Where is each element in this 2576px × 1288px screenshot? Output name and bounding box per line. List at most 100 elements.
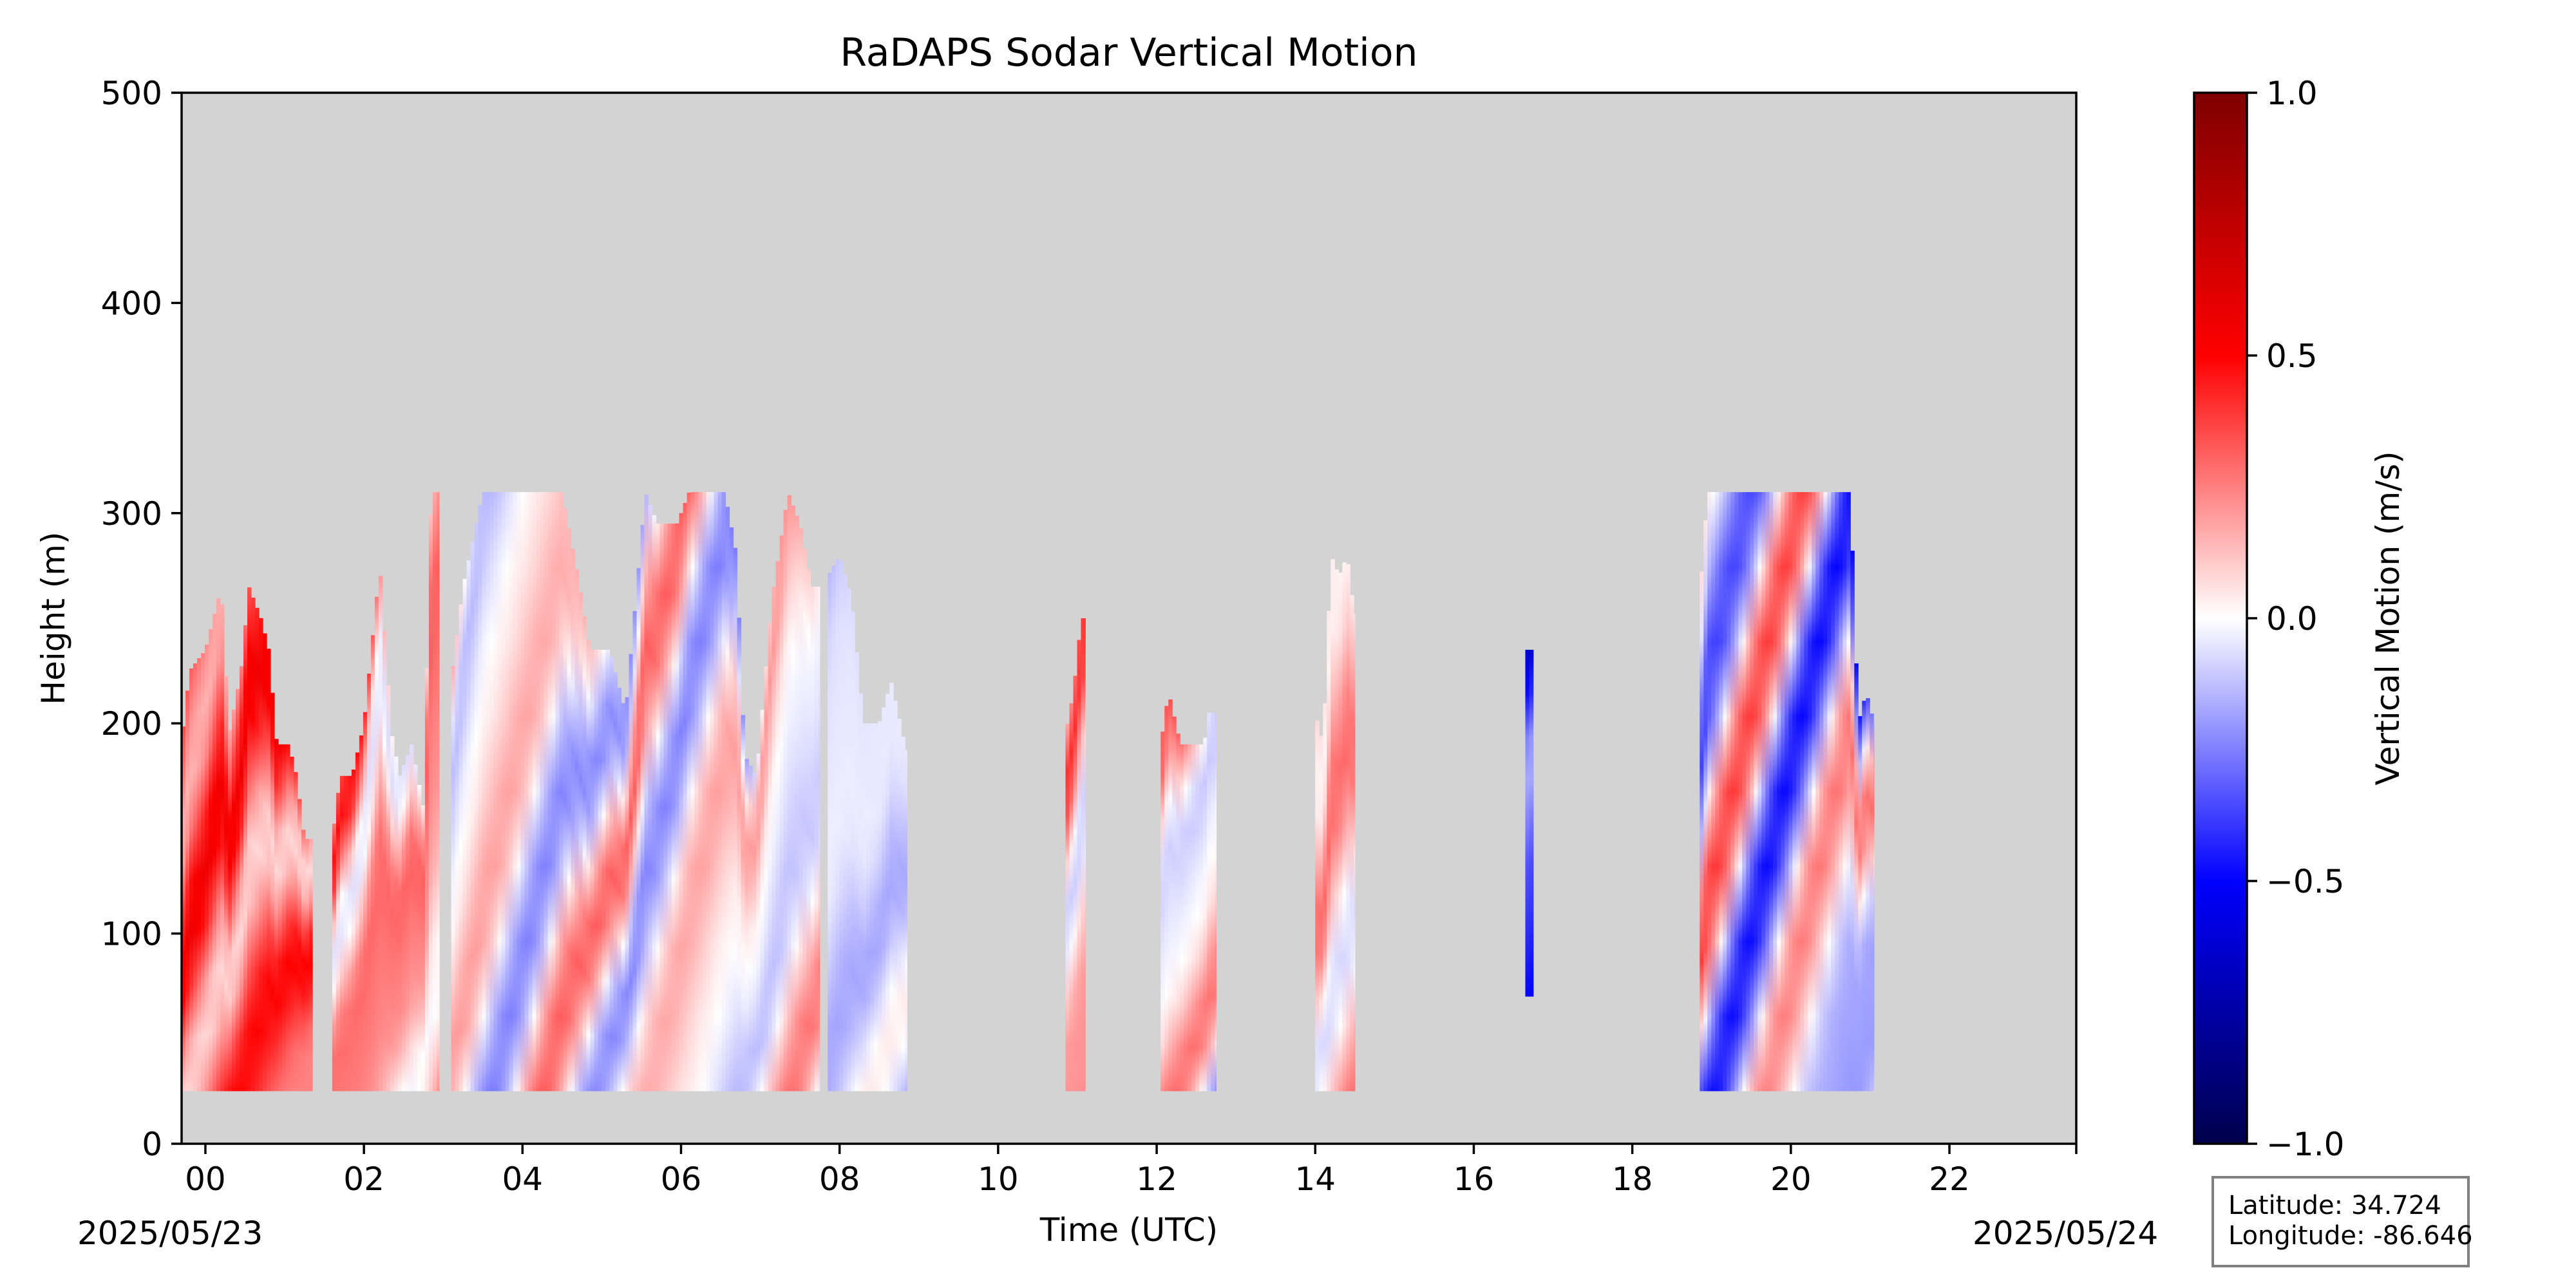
colorbar-gradient: [2193, 91, 2248, 1145]
data-strip: [462, 578, 468, 1092]
data-strip: [613, 672, 618, 1092]
data-strip: [1184, 744, 1188, 1092]
data-strip: [1819, 492, 1824, 1092]
data-strip: [1700, 571, 1704, 1092]
data-strip: [528, 492, 533, 1092]
data-strip: [814, 587, 819, 1092]
data-strip: [802, 549, 808, 1092]
data-strip: [263, 633, 267, 1092]
data-strip: [374, 596, 379, 1092]
data-strip: [671, 524, 676, 1092]
data-strip: [721, 492, 726, 1092]
data-strip: [1168, 699, 1173, 1092]
data-strip: [598, 649, 603, 1092]
data-strip: [1815, 492, 1820, 1092]
data-strip: [339, 775, 345, 1092]
colorbar-tick-label: 0.5: [2266, 337, 2318, 375]
data-strip: [571, 549, 576, 1092]
data-strip: [482, 492, 487, 1092]
data-strip: [1323, 703, 1327, 1092]
latitude-text: Latitude: 34.724: [2228, 1191, 2441, 1220]
data-strip: [1188, 744, 1192, 1092]
plot-frame: [180, 91, 2078, 1145]
data-strip: [1854, 663, 1859, 1092]
data-strip: [1354, 614, 1356, 1092]
data-strip: [737, 618, 742, 1092]
data-strip: [760, 710, 765, 1092]
data-strip: [1346, 564, 1350, 1092]
data-strip: [698, 492, 703, 1092]
data-strip: [725, 507, 730, 1092]
data-strip: [752, 772, 757, 1092]
data-strip: [455, 635, 460, 1092]
data-strip: [764, 666, 769, 1092]
data-strip: [687, 492, 692, 1092]
data-strip: [806, 569, 811, 1092]
data-strip: [629, 654, 634, 1092]
data-strip: [862, 723, 867, 1092]
data-strip: [267, 649, 271, 1092]
data-strip: [351, 769, 356, 1092]
data-segment: [1065, 618, 1086, 1092]
y-tick-label: 300: [101, 495, 162, 533]
x-tick-label: 18: [1612, 1160, 1653, 1198]
data-strip: [1065, 723, 1070, 1092]
data-strip: [301, 829, 306, 1092]
data-strip: [1761, 492, 1766, 1092]
data-strip: [690, 492, 696, 1092]
data-strip: [851, 611, 855, 1092]
y-tick-label: 100: [101, 916, 162, 953]
data-strip: [828, 573, 832, 1092]
data-strip: [632, 611, 638, 1092]
data-strip: [509, 492, 514, 1092]
x-tick-label: 02: [343, 1160, 384, 1198]
longitude-text: Longitude: -86.646: [2228, 1221, 2473, 1251]
data-strip: [470, 542, 475, 1092]
data-strip: [493, 492, 498, 1092]
x-tick-label: 00: [185, 1160, 226, 1198]
data-strip: [466, 560, 471, 1092]
data-strip: [544, 492, 549, 1092]
colorbar-tick-label: −1.0: [2266, 1126, 2344, 1163]
x-axis: 00 02 04 06 08 10 12 14 16 18 20 22: [185, 1144, 2078, 1198]
data-strip: [228, 730, 232, 1092]
y-tick-label: 400: [101, 285, 162, 322]
data-strip: [251, 597, 256, 1092]
data-strip: [520, 492, 526, 1092]
info-box-frame: [2211, 1176, 2470, 1267]
data-strip: [567, 528, 572, 1092]
data-strip: [1334, 569, 1339, 1092]
data-strip: [390, 736, 395, 1092]
data-strip: [1529, 649, 1534, 997]
data-segment: [1700, 492, 1875, 1092]
data-strip: [1870, 714, 1874, 1092]
data-strip: [255, 607, 260, 1092]
data-strip: [772, 587, 777, 1092]
data-strip: [1862, 701, 1866, 1092]
data-strip: [1842, 492, 1847, 1092]
data-strip: [1785, 492, 1789, 1092]
data-strip: [298, 799, 302, 1092]
data-strip: [355, 752, 360, 1092]
data-strip: [386, 685, 391, 1092]
data-segment: [1160, 699, 1217, 1092]
x-tick-label: 16: [1454, 1160, 1495, 1198]
data-strip: [901, 736, 905, 1092]
data-strip: [193, 663, 198, 1092]
data-strip: [1796, 492, 1801, 1092]
data-strip: [775, 561, 781, 1092]
data-strip: [1191, 744, 1196, 1092]
data-strip: [1788, 492, 1793, 1092]
data-strip: [1831, 492, 1835, 1092]
data-strip: [270, 692, 275, 1092]
data-strip: [1164, 706, 1169, 1092]
data-strip: [1723, 492, 1727, 1092]
data-strip: [791, 505, 796, 1092]
data-strip: [1734, 492, 1739, 1092]
data-strip: [1873, 722, 1875, 1092]
data-strip: [216, 598, 221, 1092]
data-strip: [1742, 492, 1747, 1092]
data-strip: [1176, 734, 1180, 1092]
data-strip: [474, 524, 479, 1092]
